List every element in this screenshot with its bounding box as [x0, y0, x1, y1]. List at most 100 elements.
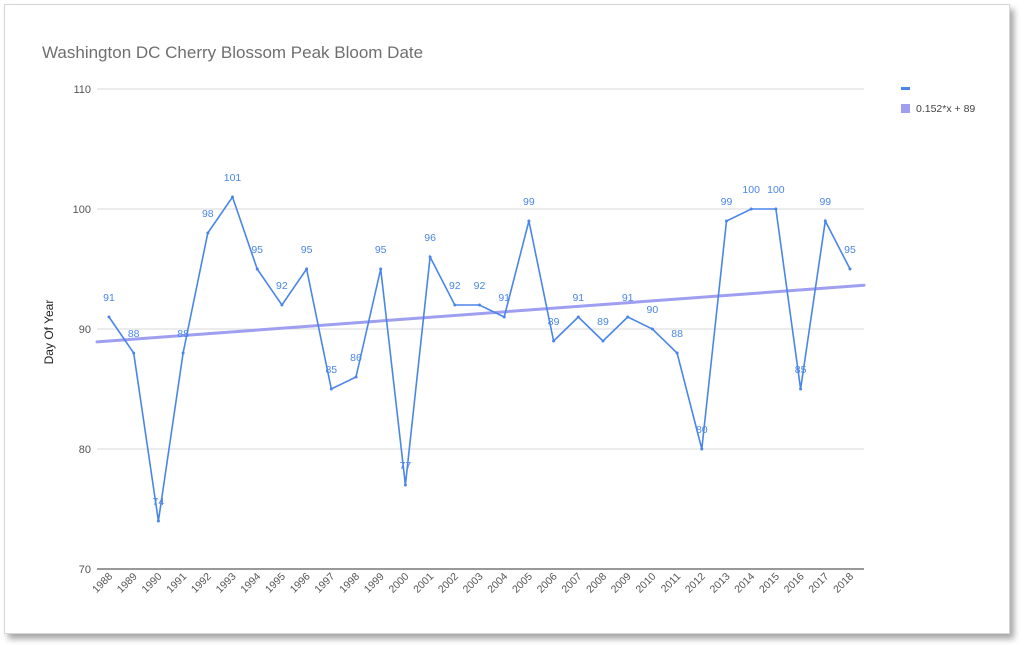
- data-point: [749, 207, 753, 211]
- x-tick-label: 1992: [189, 571, 214, 596]
- data-label: 91: [622, 292, 634, 304]
- data-point: [527, 219, 531, 223]
- data-label: 100: [742, 184, 760, 196]
- data-label: 88: [671, 328, 683, 340]
- data-label: 85: [325, 364, 337, 376]
- legend: 0.152*x + 89: [901, 87, 975, 115]
- legend-swatch-trendline: [901, 104, 910, 113]
- x-tick-label: 2007: [559, 571, 584, 596]
- x-tick-label: 1995: [263, 571, 288, 596]
- data-label: 98: [202, 208, 214, 220]
- data-point: [403, 483, 407, 487]
- data-label: 88: [128, 328, 140, 340]
- data-label: 91: [572, 292, 584, 304]
- data-point: [626, 315, 630, 319]
- x-tick-label: 2000: [387, 571, 412, 596]
- x-tick-label: 1989: [115, 571, 140, 596]
- chart-title: Washington DC Cherry Blossom Peak Bloom …: [42, 43, 423, 62]
- x-tick-label: 2015: [757, 571, 782, 596]
- data-label: 95: [251, 244, 263, 256]
- x-tick-label: 2014: [732, 571, 757, 596]
- data-point: [725, 219, 728, 223]
- data-label: 95: [844, 244, 856, 256]
- data-point: [848, 267, 852, 271]
- data-point: [576, 315, 580, 319]
- x-tick-label: 2010: [634, 571, 659, 596]
- data-label: 99: [523, 196, 535, 208]
- x-tick-label: 1999: [362, 571, 387, 596]
- data-point: [231, 195, 234, 199]
- data-point: [552, 339, 556, 343]
- data-point: [650, 327, 654, 331]
- data-point: [280, 303, 284, 307]
- x-tick-label: 2013: [708, 571, 733, 596]
- legend-swatch-series: [901, 87, 910, 90]
- data-point: [601, 339, 605, 343]
- x-tick-label: 2012: [683, 571, 708, 596]
- y-tick-label: 90: [79, 324, 91, 336]
- x-tick-label: 1994: [238, 571, 263, 596]
- y-axis-label: Day Of Year: [42, 300, 56, 365]
- data-label: 91: [103, 292, 115, 304]
- trendline-layer: [95, 283, 866, 344]
- data-point: [700, 447, 704, 451]
- x-tick-label: 1990: [140, 571, 165, 596]
- x-tick-label: 2006: [535, 571, 560, 596]
- data-point: [799, 387, 803, 391]
- data-label: 89: [597, 316, 609, 328]
- data-point: [478, 303, 481, 307]
- x-tick-label: 2003: [461, 571, 486, 596]
- data-point: [379, 267, 383, 271]
- x-tick-label: 2018: [831, 571, 856, 596]
- data-label: 90: [647, 304, 659, 316]
- data-point: [156, 519, 160, 523]
- data-label: 101: [224, 172, 242, 184]
- data-point: [774, 207, 778, 211]
- data-point: [107, 315, 111, 319]
- y-tick-label: 100: [73, 204, 91, 216]
- x-tick-label: 2017: [806, 571, 831, 596]
- x-tick-label: 2001: [411, 571, 436, 596]
- y-tick-label: 70: [79, 564, 91, 576]
- data-label: 91: [498, 292, 510, 304]
- series-line: [108, 195, 851, 522]
- data-label: 95: [375, 244, 387, 256]
- data-label: 99: [721, 196, 733, 208]
- x-tick-label: 2009: [609, 571, 634, 596]
- data-point: [255, 267, 259, 271]
- x-tick-label: 1997: [312, 571, 337, 596]
- data-label: 88: [177, 328, 189, 340]
- x-tick-label: 2004: [485, 571, 510, 596]
- data-point: [305, 267, 309, 271]
- data-point: [675, 351, 679, 355]
- data-label: 92: [449, 280, 461, 292]
- x-tick-label: 1991: [164, 571, 189, 596]
- x-tick-label: 2011: [659, 571, 684, 596]
- x-tick-label: 1998: [337, 571, 362, 596]
- data-label: 92: [474, 280, 486, 292]
- gridlines: [97, 88, 864, 570]
- data-label: 77: [400, 460, 412, 472]
- y-tick-labels: 70 80 90 100 110: [73, 84, 91, 576]
- data-point: [354, 375, 358, 379]
- data-label: 89: [548, 316, 560, 328]
- data-label: 86: [350, 352, 362, 364]
- x-tick-label: 2002: [436, 571, 461, 596]
- data-label: 95: [301, 244, 313, 256]
- y-tick-label: 80: [79, 444, 91, 456]
- data-point: [181, 351, 185, 355]
- data-label: 80: [696, 424, 708, 436]
- data-label: 85: [795, 364, 807, 376]
- data-label: 74: [153, 496, 165, 508]
- x-tick-label: 1988: [90, 571, 115, 596]
- trendline: [95, 283, 866, 344]
- data-labels: 91 88 74 88 98 101 95 92 95 85 86 95 77 96 92 92 91 99 89 9…: [103, 172, 856, 508]
- x-tick-label: 2005: [510, 571, 535, 596]
- data-point: [206, 231, 210, 235]
- data-point: [132, 351, 136, 355]
- y-tick-label: 110: [73, 84, 91, 96]
- data-point: [453, 303, 457, 307]
- data-label: 96: [424, 232, 436, 244]
- data-point: [502, 315, 506, 319]
